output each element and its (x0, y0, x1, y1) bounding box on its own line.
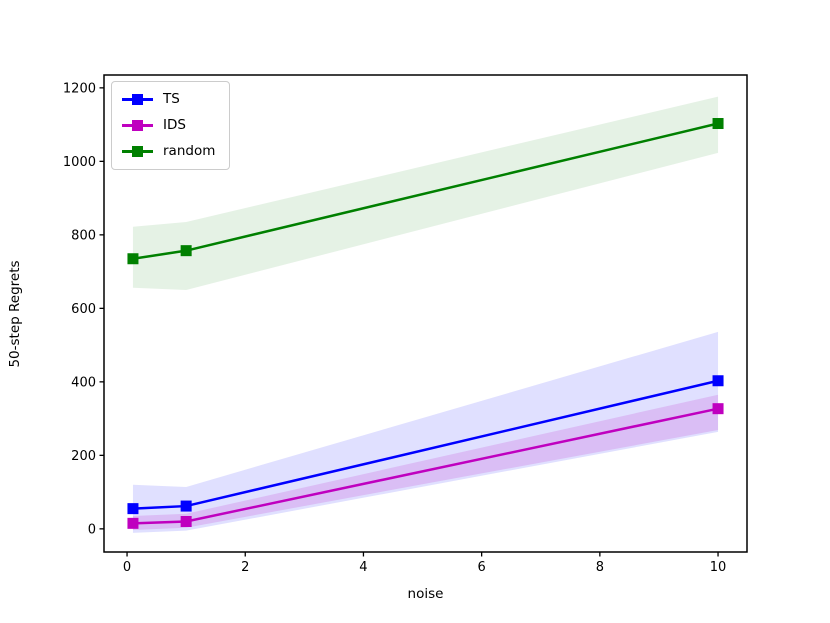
legend-label-ids: IDS (163, 116, 186, 133)
x-tick-label: 6 (478, 560, 486, 575)
legend-item-random: random (122, 140, 215, 163)
y-tick-label: 600 (71, 302, 96, 317)
random-marker (180, 245, 192, 257)
ts-line-marker-sample (122, 94, 153, 106)
random-marker (712, 118, 724, 130)
ids-confidence-band (132, 394, 719, 530)
ts-marker (127, 503, 139, 515)
legend-label-ts: TS (163, 90, 180, 107)
x-axis-label: noise (407, 586, 444, 602)
axes-spines (103, 74, 748, 553)
random-marker (127, 253, 139, 265)
y-tick-label: 1200 (63, 81, 96, 96)
legend-item-ids: IDS (122, 114, 215, 137)
ids-marker (712, 403, 724, 415)
y-tick-label: 1000 (63, 155, 96, 170)
x-tick-label: 10 (710, 560, 727, 575)
random-line-marker-sample (122, 146, 153, 158)
y-tick-label: 400 (71, 375, 96, 390)
legend-label-random: random (163, 142, 216, 159)
ids-marker (180, 515, 192, 527)
ts-confidence-band (132, 331, 719, 533)
y-tick-label: 0 (88, 522, 96, 537)
x-tick-label: 4 (359, 560, 367, 575)
ts-marker (712, 375, 724, 387)
y-tick-label: 800 (71, 228, 96, 243)
y-axis-label: 50-step Regrets (7, 260, 23, 368)
ts-marker (180, 500, 192, 512)
y-tick-label: 200 (71, 449, 96, 464)
ids-marker (127, 517, 139, 529)
ids-line-marker-sample (122, 120, 153, 132)
x-tick-label: 2 (241, 560, 249, 575)
x-tick-label: 0 (123, 560, 131, 575)
legend-item-ts: TS (122, 88, 215, 111)
legend: TS IDS random (111, 81, 231, 170)
x-tick-label: 8 (596, 560, 604, 575)
